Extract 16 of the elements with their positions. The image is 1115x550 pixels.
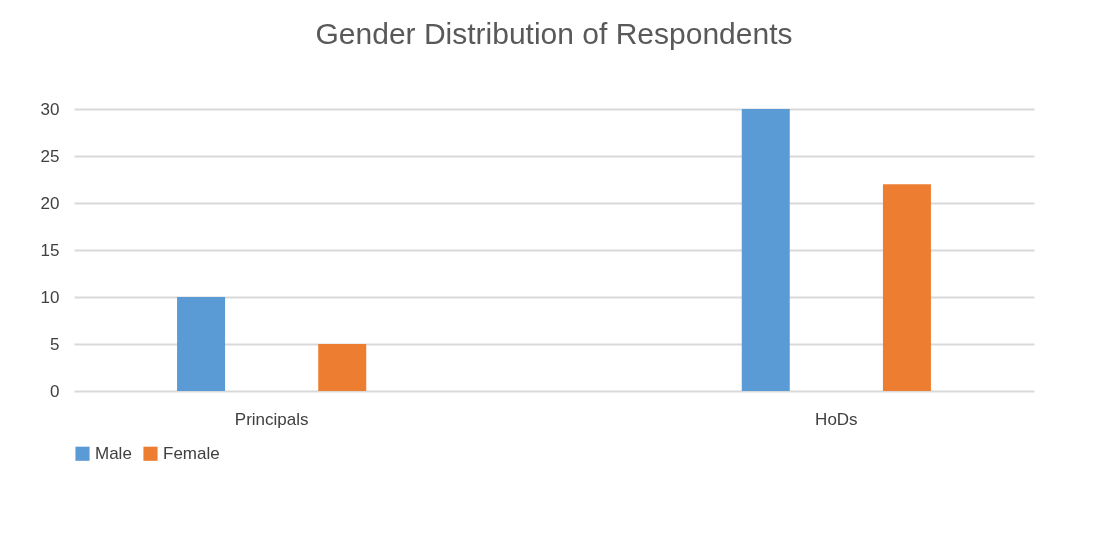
legend-label: Male	[95, 443, 132, 463]
y-tick-label: 5	[50, 334, 60, 354]
bar	[318, 344, 367, 391]
bar	[741, 109, 790, 391]
x-tick-label: HoDs	[815, 409, 858, 429]
bar	[177, 297, 226, 391]
legend-label: Female	[163, 443, 220, 463]
y-tick-label: 15	[40, 240, 60, 260]
y-tick-label: 0	[50, 381, 60, 401]
y-tick-label: 30	[40, 99, 60, 119]
x-tick-label: Principals	[234, 409, 309, 429]
y-tick-label: 25	[40, 146, 60, 166]
y-tick-label: 10	[40, 287, 60, 307]
bar	[882, 184, 931, 391]
y-tick-label: 20	[40, 193, 60, 213]
chart-title: Gender Distribution of Respondents	[315, 17, 793, 50]
